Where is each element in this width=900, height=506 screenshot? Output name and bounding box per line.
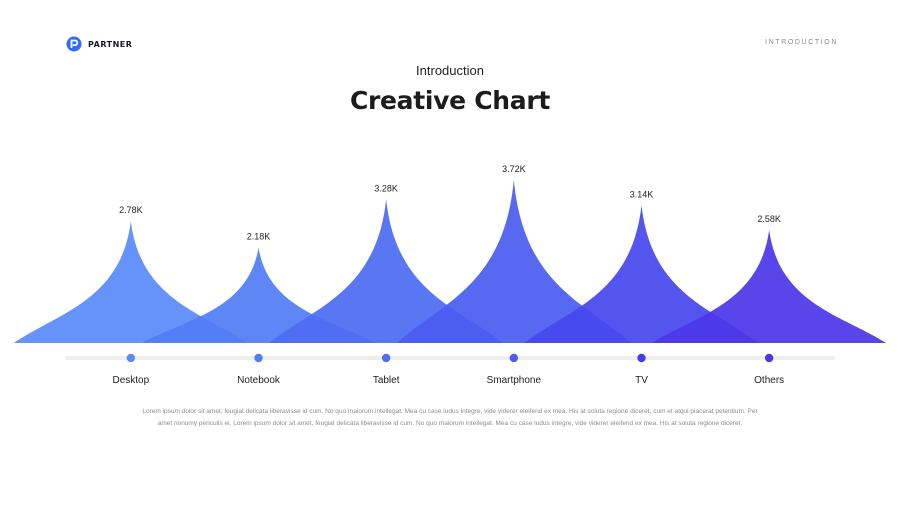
category-dot [381, 353, 391, 363]
category-label: TV [635, 375, 648, 386]
brand: PARTNER [66, 36, 132, 52]
value-label: 2.18K [247, 231, 271, 241]
value-label: 3.72K [502, 164, 526, 174]
slide-title: Creative Chart [349, 86, 551, 115]
category-dot [126, 353, 136, 363]
category-dot [254, 353, 263, 363]
category-label: Smartphone [487, 375, 542, 386]
brand-name: PARTNER [88, 39, 133, 49]
section-label: INTRODUCTION [765, 39, 838, 46]
value-label: 3.28K [374, 183, 398, 193]
peak-desktop [13, 221, 248, 343]
value-label: 2.58K [757, 214, 781, 224]
category-label: Tablet [373, 375, 400, 386]
category-label: Others [754, 375, 784, 386]
peak-smartphone [396, 180, 631, 343]
peak-tv [524, 205, 759, 343]
category-dot [764, 353, 774, 363]
value-label: 2.78K [119, 205, 143, 215]
partner-logo-icon [66, 36, 82, 52]
category-label: Notebook [237, 375, 281, 386]
body-paragraph: Lorem ipsum dolor sit amet, feugiat deli… [142, 408, 758, 427]
category-label: Desktop [112, 375, 149, 386]
category-dot [637, 353, 646, 363]
value-label: 3.14K [630, 189, 654, 199]
slide-subtitle: Introduction [416, 63, 484, 78]
category-dot [509, 353, 519, 363]
peak-others [652, 229, 887, 343]
